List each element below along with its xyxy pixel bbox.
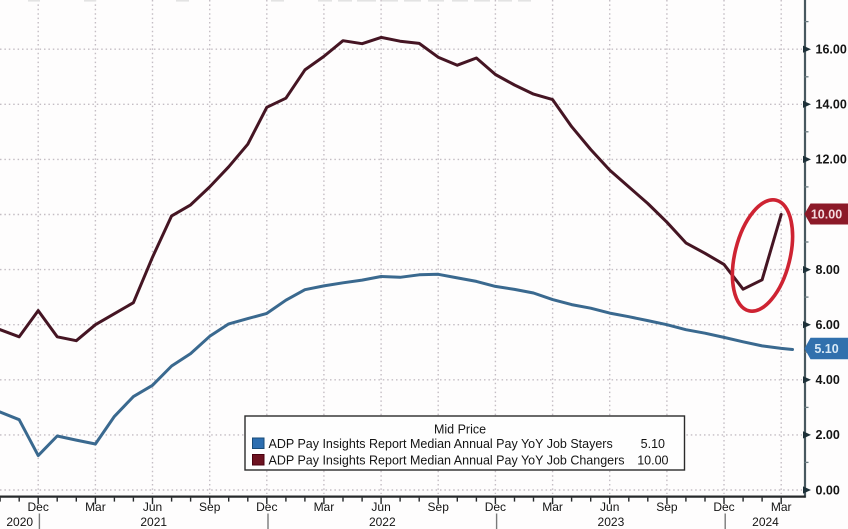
svg-text:Dec: Dec bbox=[256, 500, 277, 514]
svg-text:8.00: 8.00 bbox=[816, 263, 840, 277]
svg-text:Sep: Sep bbox=[428, 500, 450, 514]
svg-text:6.00: 6.00 bbox=[816, 318, 840, 332]
svg-text:Mid Price: Mid Price bbox=[434, 423, 486, 437]
svg-text:Mar: Mar bbox=[542, 500, 563, 514]
svg-text:2022: 2022 bbox=[369, 515, 396, 529]
svg-text:Dec: Dec bbox=[28, 500, 49, 514]
svg-text:2021: 2021 bbox=[140, 515, 167, 529]
svg-text:10.00: 10.00 bbox=[811, 208, 842, 222]
svg-text:Mar: Mar bbox=[771, 500, 792, 514]
svg-text:5.10: 5.10 bbox=[814, 342, 838, 356]
svg-text:ADP Pay Insights Report Median: ADP Pay Insights Report Median Annual Pa… bbox=[269, 437, 613, 451]
svg-text:Dec: Dec bbox=[713, 500, 734, 514]
svg-text:2020: 2020 bbox=[6, 515, 33, 529]
svg-text:2023: 2023 bbox=[598, 515, 625, 529]
svg-text:14.00: 14.00 bbox=[816, 98, 847, 112]
svg-text:16.00: 16.00 bbox=[816, 43, 847, 57]
svg-text:Mar: Mar bbox=[314, 500, 335, 514]
svg-text:10.00: 10.00 bbox=[637, 454, 668, 468]
svg-text:Jun: Jun bbox=[600, 500, 619, 514]
svg-text:ADP Pay Insights Report Median: ADP Pay Insights Report Median Annual Pa… bbox=[269, 454, 625, 468]
svg-text:Jun: Jun bbox=[371, 500, 390, 514]
svg-text:Sep: Sep bbox=[199, 500, 221, 514]
svg-text:Dec: Dec bbox=[485, 500, 506, 514]
svg-text:0.00: 0.00 bbox=[816, 483, 840, 497]
svg-text:12.00: 12.00 bbox=[816, 153, 847, 167]
svg-text:2.00: 2.00 bbox=[816, 428, 840, 442]
svg-text:Mar: Mar bbox=[85, 500, 106, 514]
svg-text:2024: 2024 bbox=[752, 515, 779, 529]
svg-text:5.10: 5.10 bbox=[641, 437, 665, 451]
svg-text:4.00: 4.00 bbox=[816, 373, 840, 387]
svg-text:Jun: Jun bbox=[143, 500, 162, 514]
svg-text:Sep: Sep bbox=[656, 500, 678, 514]
